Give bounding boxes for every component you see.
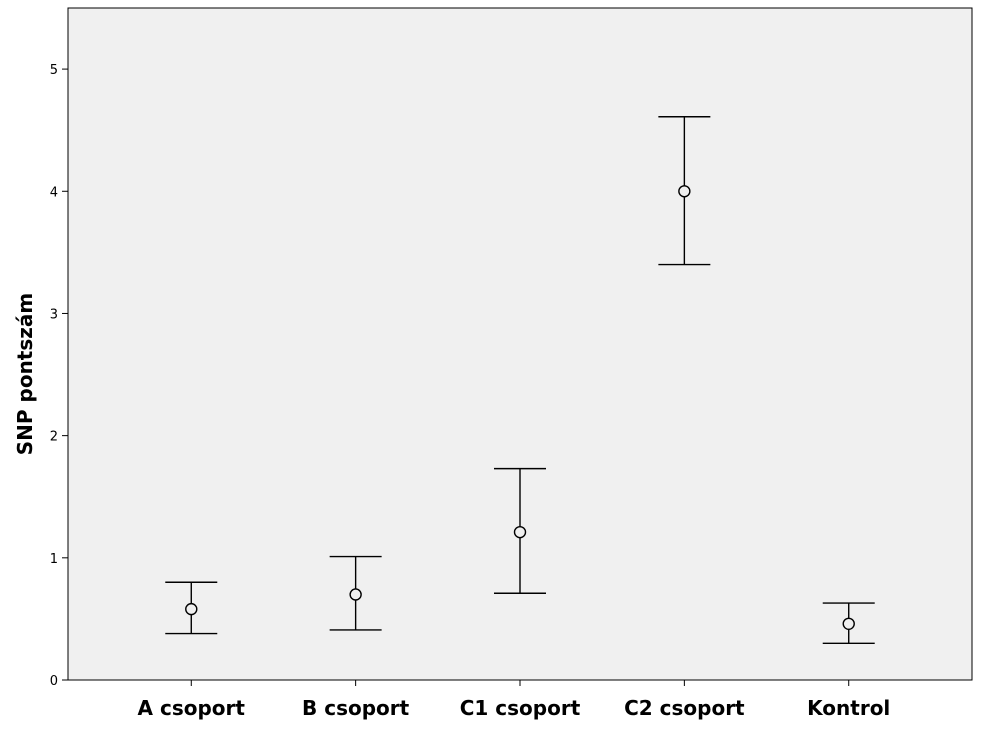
- y-tick-label: 1: [50, 552, 58, 567]
- y-tick-label: 4: [50, 185, 58, 200]
- error-bar-marks: [165, 116, 875, 645]
- error-bar-group: [165, 581, 218, 635]
- x-tick-label: Kontrol: [807, 696, 890, 720]
- mean-point: [185, 602, 198, 616]
- error-bar-group: [494, 467, 546, 594]
- error-bar-group: [329, 555, 382, 631]
- y-tick-label: 0: [50, 674, 58, 689]
- error-bar-group: [658, 116, 711, 266]
- mean-point: [842, 617, 855, 630]
- x-tick-label: C1 csoport: [460, 696, 581, 720]
- mean-point: [349, 588, 362, 601]
- y-axis: 0 1 2 3 4 5: [50, 63, 68, 689]
- error-bar-group: [822, 602, 875, 645]
- x-axis: A csoport B csoport C1 csoport C2 csoport Ko…: [138, 680, 890, 720]
- y-axis-title: SNP pontszám: [13, 293, 37, 456]
- mean-point: [513, 525, 527, 539]
- x-tick-label: B csoport: [302, 696, 410, 720]
- y-tick-label: 3: [50, 307, 58, 322]
- x-tick-label: C2 csoport: [624, 696, 745, 720]
- mean-point: [678, 185, 691, 198]
- x-tick-label: A csoport: [138, 696, 246, 720]
- y-tick-label: 5: [50, 63, 58, 78]
- y-tick-label: 2: [50, 430, 58, 445]
